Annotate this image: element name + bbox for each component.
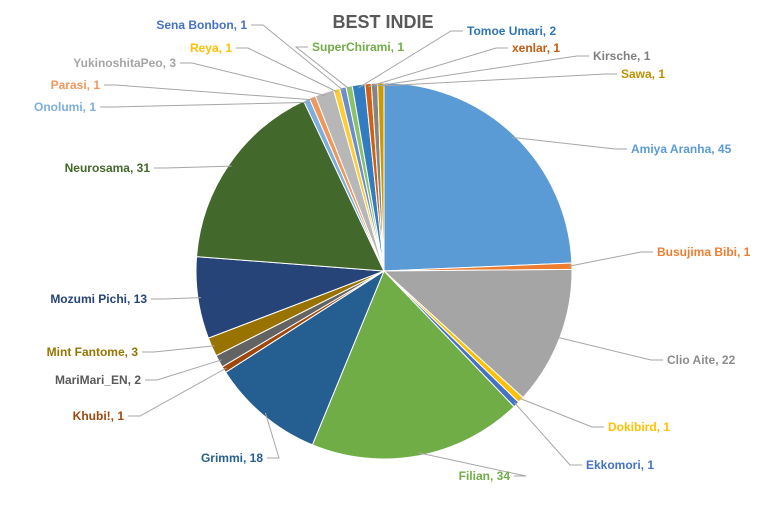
data-label-marimari-en: MariMari_EN, 2	[55, 373, 141, 387]
pie-slice-grimmi	[224, 269, 386, 446]
leader-line-sawa	[380, 73, 617, 87]
data-label-busujima-bibi: Busujima Bibi, 1	[657, 245, 751, 259]
data-label-sawa: Sawa, 1	[621, 67, 665, 81]
data-label-xenlar: xenlar, 1	[512, 41, 560, 55]
leader-line-yukinoshitapeo	[180, 62, 326, 96]
leader-line-superchirami	[294, 46, 350, 90]
data-label-parasi: Parasi, 1	[51, 78, 101, 92]
leader-line-mozumi-pichi	[151, 297, 201, 300]
data-label-ekkomori: Ekkomori, 1	[586, 458, 654, 472]
leader-line-neurosama	[154, 165, 232, 169]
leader-line-filian	[418, 452, 527, 477]
data-label-tomoe-umari: Tomoe Umari, 2	[467, 24, 556, 38]
data-label-reya: Reya, 1	[190, 41, 232, 55]
leader-line-khubi	[128, 367, 227, 417]
pie-slice-filian	[311, 270, 515, 460]
leader-line-busujima-bibi	[568, 251, 653, 267]
data-label-grimmi: Grimmi, 18	[201, 451, 263, 465]
data-label-neurosama: Neurosama, 31	[65, 161, 151, 175]
leader-line-amiya-aranha	[511, 136, 627, 150]
leader-line-tomoe-umari	[358, 30, 463, 89]
leader-line-ekkomori	[513, 402, 582, 466]
data-label-sena-bonbon: Sena Bonbon, 1	[156, 18, 247, 32]
pie-slice-amiya-aranha	[383, 82, 573, 272]
leader-line-grimmi	[264, 412, 280, 459]
pie-slice-neurosama	[196, 100, 385, 272]
leader-line-dokibird	[518, 397, 604, 428]
data-label-mozumi-pichi: Mozumi Pichi, 13	[50, 292, 147, 306]
leader-line-marimari-en	[145, 359, 222, 381]
pie-slices	[195, 82, 573, 460]
leader-line-sena-bonbon	[251, 24, 344, 91]
data-label-amiya-aranha: Amiya Aranha, 45	[631, 142, 732, 156]
leader-line-parasi	[104, 84, 314, 101]
leader-line-reya	[236, 47, 338, 93]
data-labels: Amiya Aranha, 45 Busujima Bibi, 1 Clio Ait…	[34, 18, 751, 483]
data-label-onolumi: Onolumi, 1	[34, 100, 96, 114]
leader-lines	[100, 24, 663, 477]
leader-line-kirsche	[374, 55, 589, 87]
data-label-dokibird: Dokibird, 1	[608, 420, 670, 434]
leader-line-xenlar	[368, 47, 508, 88]
data-label-mint-fantome: Mint Fantome, 3	[47, 345, 139, 359]
leader-line-onolumi	[100, 101, 308, 108]
data-label-clio-aite: Clio Aite, 22	[667, 353, 736, 367]
leader-line-clio-aite	[556, 336, 663, 361]
leader-line-mint-fantome	[142, 345, 215, 353]
data-label-khubi: Khubi!, 1	[73, 409, 125, 423]
data-label-filian: Filian, 34	[459, 469, 511, 483]
data-label-superchirami: SuperChirami, 1	[312, 40, 404, 54]
data-label-yukinoshitapeo: YukinoshitaPeo, 3	[73, 56, 176, 70]
data-label-kirsche: Kirsche, 1	[593, 49, 651, 63]
chart-title: BEST INDIE	[332, 12, 433, 32]
